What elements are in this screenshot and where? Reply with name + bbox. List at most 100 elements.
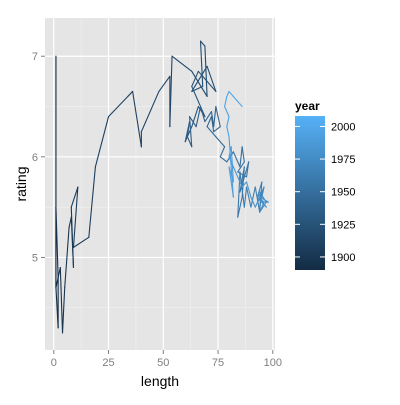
path-segment xyxy=(261,201,267,208)
path-segment xyxy=(228,136,234,198)
path-segment xyxy=(132,90,142,148)
path-segment xyxy=(191,70,208,98)
path-segment xyxy=(171,55,193,72)
path-segment xyxy=(226,116,230,128)
plot-panel xyxy=(45,18,275,350)
path-segment xyxy=(228,90,234,98)
path-segment xyxy=(64,226,70,289)
x-tick-label: 100 xyxy=(264,357,282,369)
path-segment xyxy=(237,196,243,218)
path-segment xyxy=(191,70,199,87)
path-segment xyxy=(213,126,221,133)
path-segment xyxy=(199,40,206,47)
path-segment xyxy=(215,136,226,148)
path-segment xyxy=(219,156,228,163)
legend-label: 2000 xyxy=(331,121,355,133)
path-segment xyxy=(55,206,59,279)
path-segment xyxy=(72,236,90,248)
path-segment xyxy=(199,105,206,123)
legend-ticks: 1900 1925 1950 1975 2000 xyxy=(295,121,355,264)
x-axis-title: length xyxy=(141,373,179,389)
path-segment xyxy=(72,186,79,248)
y-tick-label: 5 xyxy=(32,252,38,264)
path-segment xyxy=(210,116,215,133)
path-segment xyxy=(245,186,252,208)
path-segment xyxy=(219,146,226,158)
path-segment xyxy=(239,146,243,168)
path-segment xyxy=(226,90,230,98)
path-segment xyxy=(204,111,213,123)
path-segment xyxy=(206,126,217,138)
path-segment xyxy=(206,65,217,92)
path-segment xyxy=(70,206,75,269)
path-segment xyxy=(189,116,197,128)
path-segment xyxy=(204,45,208,98)
path-segment xyxy=(94,116,110,168)
path-segment xyxy=(250,186,256,208)
path-segment xyxy=(191,65,208,92)
legend-label: 1900 xyxy=(331,252,355,264)
legend-label: 1925 xyxy=(331,219,355,231)
path-segment xyxy=(186,136,193,148)
y-axis-title: rating xyxy=(13,166,29,201)
x-axis: 0 25 50 75 100 xyxy=(51,350,282,369)
path-segment xyxy=(256,181,263,198)
path-segment xyxy=(189,116,193,148)
x-tick-label: 25 xyxy=(102,357,114,369)
path-segment xyxy=(259,196,269,203)
path-segment xyxy=(224,95,228,108)
legend-title: year xyxy=(295,99,320,113)
path-segment xyxy=(206,80,217,92)
path-segment xyxy=(254,196,261,208)
path-segment xyxy=(243,186,248,208)
path-segment xyxy=(237,100,243,108)
path-segment xyxy=(245,181,252,198)
path-segment xyxy=(199,40,204,87)
path-segment xyxy=(232,95,239,103)
path-segment xyxy=(59,266,64,334)
y-tick-label: 7 xyxy=(32,51,38,63)
path-segment xyxy=(191,105,199,128)
path-segment xyxy=(250,196,256,208)
path-segment xyxy=(241,146,245,163)
path-segment xyxy=(213,105,217,128)
path-segment xyxy=(210,111,215,128)
path-segment xyxy=(195,105,202,128)
data-path xyxy=(55,40,269,334)
path-segment xyxy=(107,90,134,118)
legend-label: 1975 xyxy=(331,154,355,166)
path-segment xyxy=(61,287,66,334)
x-tick-label: 75 xyxy=(212,357,224,369)
path-segment xyxy=(140,90,160,133)
path-segment xyxy=(169,55,173,128)
path-segment xyxy=(237,161,245,173)
path-segment xyxy=(239,171,245,208)
path-segment xyxy=(191,85,206,118)
path-segment xyxy=(241,181,248,188)
y-tick-label: 6 xyxy=(32,152,38,164)
path-segment xyxy=(215,105,221,128)
grid-major xyxy=(45,18,275,350)
path-segment xyxy=(224,105,230,118)
path-segment xyxy=(254,186,261,213)
path-segment xyxy=(237,176,243,188)
legend-label: 1950 xyxy=(331,187,355,199)
path-segment xyxy=(226,126,230,138)
path-segment xyxy=(230,146,234,183)
path-segment xyxy=(70,186,79,208)
path-segment xyxy=(237,171,241,218)
path-segment xyxy=(232,151,241,168)
path-segment xyxy=(206,116,213,128)
path-segment xyxy=(158,75,171,92)
legend-colorbar xyxy=(295,116,325,270)
y-axis: 5 6 7 xyxy=(32,51,45,264)
path-segment xyxy=(197,70,208,82)
path-segment xyxy=(88,166,96,238)
path-segment xyxy=(186,121,191,138)
x-tick-label: 0 xyxy=(51,357,57,369)
path-segment xyxy=(232,166,239,178)
legend: year 1900 1925 1950 1975 2000 xyxy=(295,99,355,270)
x-tick-label: 50 xyxy=(157,357,169,369)
